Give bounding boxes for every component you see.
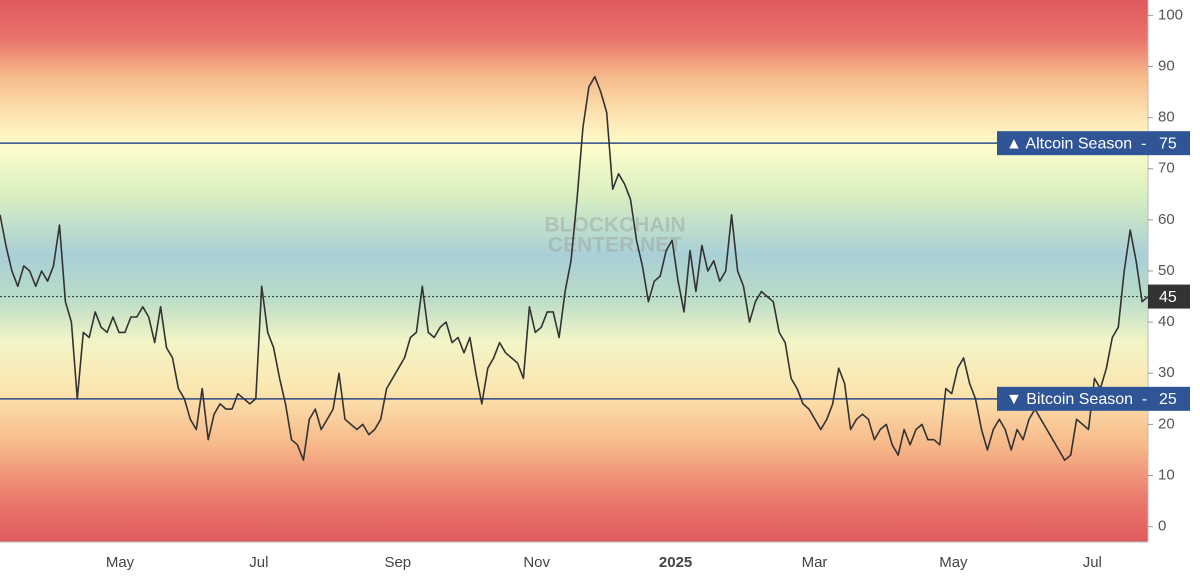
y-tick-label: 20 [1158, 415, 1175, 432]
y-tick-label: 60 [1158, 211, 1175, 228]
plot-background [0, 0, 1148, 542]
index-line [0, 75, 1149, 461]
x-tick-label: Sep [384, 554, 411, 571]
y-tick-label: 30 [1158, 364, 1175, 381]
x-tick-label: Mar [802, 554, 828, 571]
current-value-label: 45 [1159, 289, 1177, 306]
y-tick-label: 50 [1158, 262, 1175, 279]
y-tick-label: 90 [1158, 57, 1175, 74]
y-tick-label: 70 [1158, 160, 1175, 177]
reference-label-box [997, 386, 1190, 411]
watermark: CENTER.NET [548, 234, 682, 257]
x-tick-label: Jul [1083, 554, 1102, 571]
y-tick-label: 0 [1158, 518, 1166, 535]
y-tick-label: 10 [1158, 466, 1175, 483]
y-tick-label: 100 [1158, 6, 1183, 23]
reference-label: ▼ Bitcoin Season - [1006, 391, 1147, 408]
y-tick-label: 40 [1158, 313, 1175, 330]
x-tick-label: Jul [249, 554, 268, 571]
reference-label-box [997, 131, 1190, 156]
reference-value: 25 [1159, 391, 1177, 408]
x-tick-label: 2025 [659, 554, 692, 571]
y-tick-label: 80 [1158, 109, 1175, 126]
x-tick-label: May [106, 554, 135, 571]
reference-label: ▲ Altcoin Season - [1006, 135, 1146, 152]
watermark: BLOCKCHAIN [544, 214, 685, 237]
x-tick-label: May [939, 554, 968, 571]
reference-value: 75 [1159, 135, 1177, 152]
current-value-box [1148, 284, 1190, 309]
x-tick-label: Nov [523, 554, 550, 571]
